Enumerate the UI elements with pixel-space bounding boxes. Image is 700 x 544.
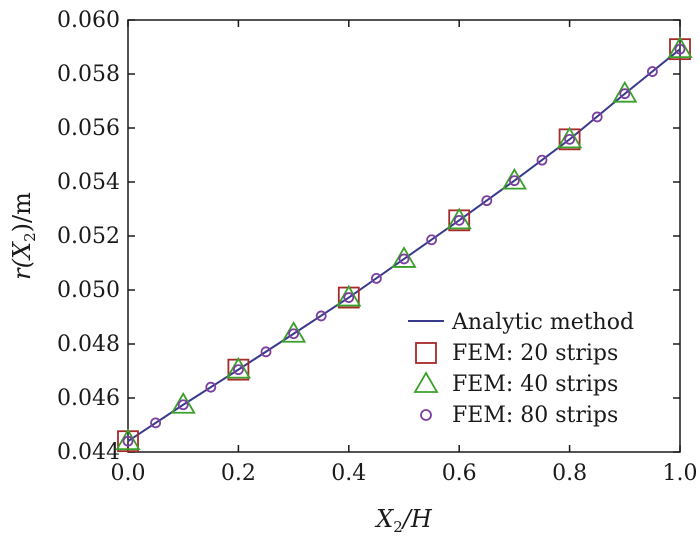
data-point-triangle: [667, 36, 693, 59]
data-point-triangle: [225, 356, 251, 379]
y-axis-label: r(X2)/m: [8, 192, 39, 280]
data-point-circle: [426, 234, 438, 246]
ticks-layer: 0.0 0.2 0.4 0.6 0.8 1.0 0.044 0.046 0.048 0.050 0.…: [57, 8, 697, 486]
series-line-analytic-method: [127, 48, 681, 443]
x-tick-label: 0.0: [111, 461, 146, 486]
data-point-circle: [260, 346, 272, 358]
y-tick-label: 0.044: [57, 440, 120, 465]
data-point-circle: [509, 175, 520, 187]
y-tick-label: 0.050: [57, 278, 120, 303]
x-axis-label: X2/H: [374, 505, 433, 536]
data-point-circle: [647, 66, 658, 77]
x-tick-label: 1.0: [663, 461, 698, 486]
data-point-circle: [398, 253, 410, 265]
data-point-circle: [536, 154, 548, 166]
legend-label-fem40: FEM: 40 strips: [452, 372, 618, 397]
data-point-circle: [564, 133, 575, 145]
legend-item-analytic: Analytic method: [408, 310, 634, 335]
data-point-circle: [232, 364, 244, 376]
data-point-circle: [343, 292, 355, 303]
legend-square-swatch: [415, 342, 437, 364]
data-point-triangle: [336, 284, 362, 307]
y-tick-label: 0.056: [57, 116, 120, 141]
legend: Analytic method FEM: 20 strips FEM: 40 s…: [408, 310, 634, 428]
data-point-circle: [453, 214, 465, 226]
legend-label-fem80: FEM: 80 strips: [452, 403, 618, 428]
data-point-circle: [370, 272, 382, 284]
data-point-triangle: [612, 80, 638, 103]
y-tick-label: 0.060: [57, 8, 120, 33]
x-tick-label: 0.8: [552, 461, 587, 486]
y-tick-label: 0.052: [57, 224, 120, 249]
legend-item-fem40: FEM: 40 strips: [413, 371, 618, 397]
legend-label-analytic: Analytic method: [451, 310, 634, 335]
x-tick-label: 0.6: [442, 461, 477, 486]
data-point-circle: [177, 399, 189, 411]
y-tick-label: 0.058: [57, 62, 120, 87]
data-point-triangle: [446, 207, 472, 230]
data-point-circle: [205, 381, 217, 393]
data-point-circle: [619, 88, 631, 100]
legend-label-fem20: FEM: 20 strips: [452, 341, 618, 366]
x-tick-label: 0.2: [221, 461, 256, 486]
data-point-triangle: [281, 320, 307, 343]
legend-triangle-swatch: [413, 371, 439, 393]
series-layer: [115, 36, 693, 453]
data-point-triangle: [557, 126, 583, 149]
data-point-circle: [481, 195, 493, 207]
data-point-triangle: [391, 246, 417, 268]
data-point-circle: [122, 435, 134, 447]
y-tick-label: 0.054: [57, 170, 120, 195]
data-point-circle: [674, 43, 686, 55]
data-point-circle: [288, 328, 300, 340]
legend-item-fem80: FEM: 80 strips: [420, 403, 618, 428]
data-point-triangle: [501, 167, 527, 190]
data-point-circle: [591, 111, 603, 123]
data-point-circle: [315, 310, 327, 322]
legend-item-fem20: FEM: 20 strips: [415, 341, 618, 366]
legend-circle-swatch: [420, 409, 432, 421]
data-point-triangle: [115, 428, 141, 451]
y-tick-label: 0.048: [57, 332, 120, 357]
y-tick-label: 0.046: [57, 386, 120, 411]
data-point-triangle: [170, 391, 196, 414]
data-point-circle: [150, 417, 162, 429]
x-tick-label: 0.4: [331, 461, 366, 486]
